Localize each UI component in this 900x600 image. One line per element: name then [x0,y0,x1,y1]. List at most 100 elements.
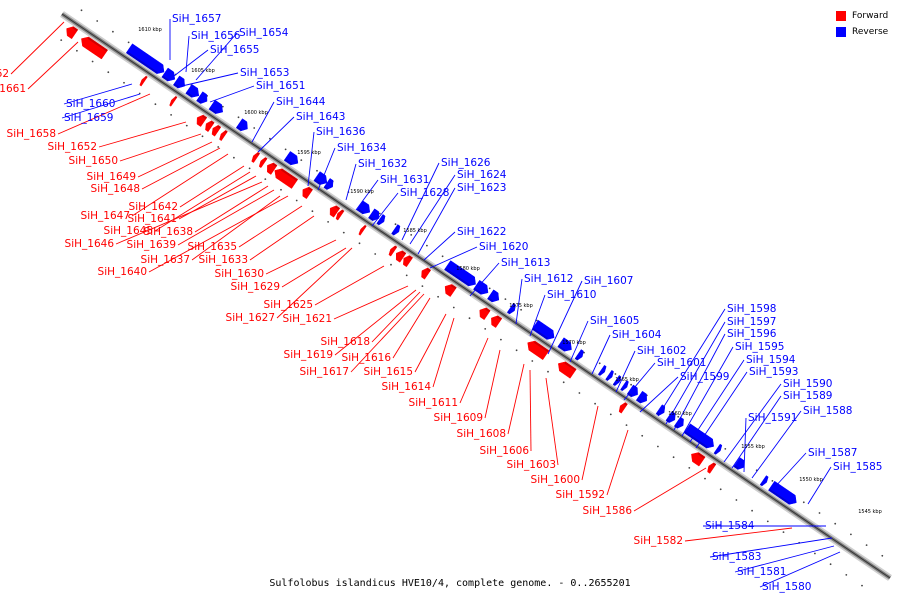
tick-dot [300,159,303,162]
tick-dot [253,127,256,129]
forward-gene-label-sih-1641: SiH_1641 [128,213,177,225]
tick-dot [719,488,722,491]
reverse-gene-leader [355,179,379,211]
reverse-gene-arrow [683,423,714,449]
tick-dot [221,105,224,108]
reverse-gene-arrow [635,390,647,404]
gene-shade [341,209,345,213]
tick-dot [724,448,727,450]
reverse-gene-leader [681,346,734,437]
reverse-gene-leader [569,320,589,363]
gene-shade [768,488,791,505]
forward-gene-leader [137,141,213,178]
reverse-gene-arrow [759,475,769,487]
reverse-gene-arrow [713,443,723,455]
reverse-gene-label-sih-1607: SiH_1607 [584,275,633,287]
reverse-gene-label-sih-1655: SiH_1655 [210,44,259,56]
tick-dot [76,49,78,52]
gene-shade [87,37,108,52]
reverse-gene-arrow [323,178,334,190]
tick-label: 1585 kbp [403,228,427,234]
reverse-gene-leader [743,417,747,473]
tick-dot [504,298,507,300]
forward-gene-label-sih-1603: SiH_1603 [507,459,556,471]
tick-dot [520,308,522,311]
tick-dot [342,231,345,234]
tick-label: 1605 kbp [191,68,215,74]
gene-shade [760,483,764,486]
gene-shade [613,382,616,386]
gene-shade [713,451,717,455]
forward-gene-leader [371,291,421,343]
tick-dot [80,9,83,12]
tick-dot [865,544,868,546]
tick-dot [881,554,884,557]
reverse-gene-arrow [313,171,328,185]
forward-gene-label-sih-1658: SiH_1658 [7,128,56,140]
gene-shade [307,187,313,192]
reverse-gene-arrow [626,384,638,398]
gene-shade [210,120,215,125]
tick-dot [677,415,680,418]
reverse-gene-leader [615,350,636,393]
gene-shade [401,250,406,255]
tick-dot [818,512,821,514]
gene-shade [144,76,148,79]
gene-shade [620,387,624,391]
forward-gene-label-sih-1609: SiH_1609 [434,412,483,424]
tick-dot [609,413,612,416]
tick-dot [861,584,863,587]
reverse-gene-arrow [620,380,629,392]
forward-gene-arrow [274,168,299,189]
forward-gene-label-sih-1639: SiH_1639 [127,239,176,251]
gene-shade [174,96,178,99]
reverse-gene-leader [639,376,679,413]
reverse-gene-label-sih-1659: SiH_1659 [64,112,113,124]
reverse-gene-label-sih-1613: SiH_1613 [501,257,550,269]
reverse-gene-label-sih-1631: SiH_1631 [380,174,429,186]
forward-gene-arrow [258,157,268,169]
legend-item-forward: Forward [836,8,888,24]
gene-shade [665,418,671,423]
reverse-gene-label-sih-1590: SiH_1590 [783,378,832,390]
tick-label: 1610 kbp [138,27,162,33]
forward-gene-leader [115,181,263,245]
gene-shade [496,315,502,321]
forward-gene-leader [459,337,489,404]
tick-dot [437,295,439,298]
reverse-gene-label-sih-1657: SiH_1657 [172,13,221,25]
tick-dot [426,244,428,247]
gene-shade [376,221,381,225]
forward-gene-label-sih-1637: SiH_1637 [141,254,190,266]
forward-gene-leader [350,293,425,373]
gene-shade [605,377,609,381]
forward-gene-label-sih-1600: SiH_1600 [531,474,580,486]
gene-shade [368,216,374,221]
tick-label: 1575 kbp [509,303,533,309]
reverse-gene-arrow [665,411,676,423]
forward-gene-leader [684,527,793,542]
tick-dot [378,212,381,215]
forward-gene-label-sih-1625: SiH_1625 [264,299,313,311]
forward-gene-label-sih-1619: SiH_1619 [284,349,333,361]
gene-shade [636,398,642,404]
tick-dot [233,156,235,159]
reverse-gene-arrow [733,457,745,470]
tick-dot [688,467,691,469]
reverse-gene-arrow [597,364,607,376]
reverse-gene-leader [209,85,255,103]
reverse-gene-label-sih-1612: SiH_1612 [524,273,573,285]
tick-dot [704,477,706,480]
forward-gene-arrow [527,340,550,361]
tick-dot [625,424,628,426]
reverse-gene-label-sih-1581: SiH_1581 [737,566,786,578]
gene-shade [564,361,577,371]
tick-dot [60,39,63,41]
forward-gene-arrow [421,267,432,280]
legend-swatch-forward [836,11,846,21]
gene-shade [712,462,716,466]
tick-dot [91,60,94,63]
reverse-gene-label-sih-1584: SiH_1584 [705,520,755,532]
tick-dot [672,456,675,459]
